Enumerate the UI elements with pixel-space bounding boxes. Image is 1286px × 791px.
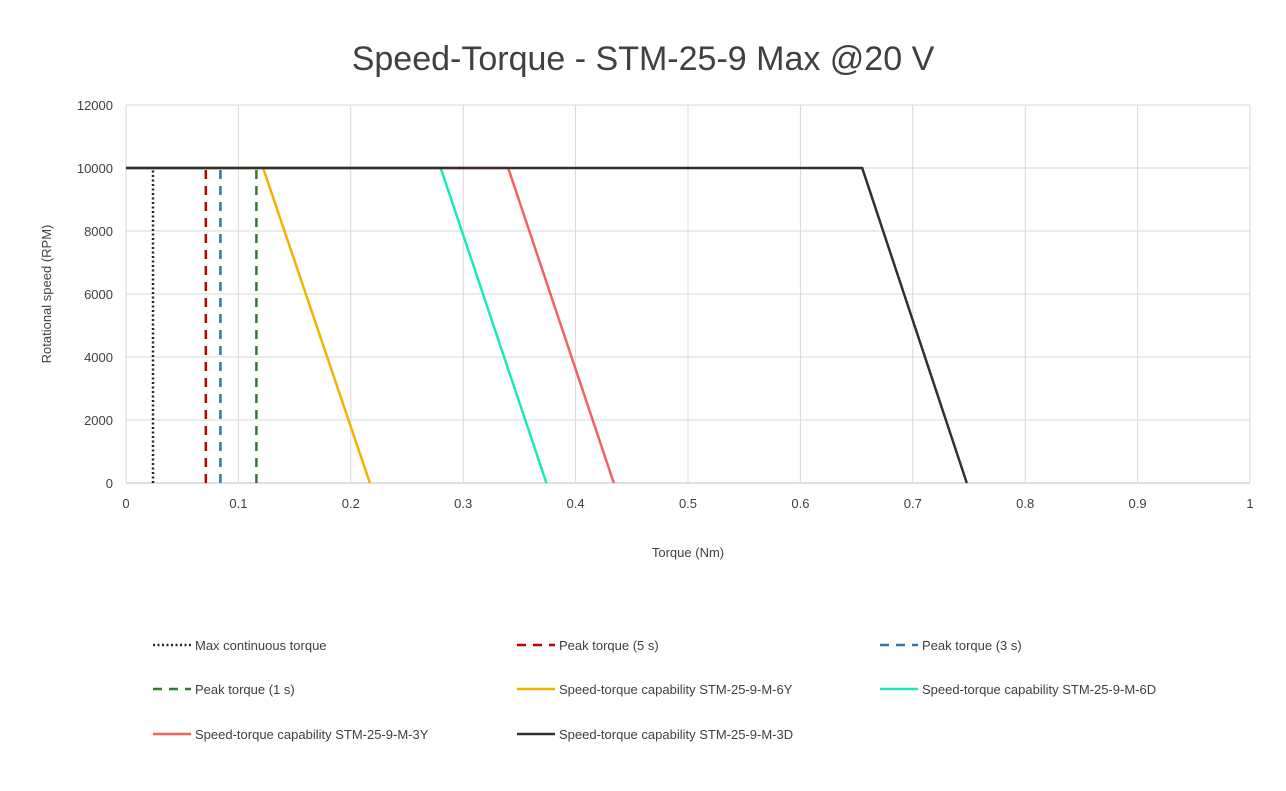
x-tick-label: 0.2 (342, 496, 360, 511)
x-tick-label: 0.4 (567, 496, 585, 511)
legend-label: Peak torque (3 s) (922, 638, 1022, 653)
y-tick-label: 4000 (84, 350, 113, 365)
x-tick-label: 0.9 (1129, 496, 1147, 511)
y-tick-label: 8000 (84, 224, 113, 239)
legend-label: Peak torque (1 s) (195, 682, 295, 697)
legend-label: Speed-torque capability STM-25-9-M-6Y (559, 682, 793, 697)
y-tick-label: 6000 (84, 287, 113, 302)
y-tick-label: 2000 (84, 413, 113, 428)
legend-label: Speed-torque capability STM-25-9-M-3Y (195, 727, 429, 742)
x-tick-label: 0.8 (1016, 496, 1034, 511)
x-tick-label: 0.3 (454, 496, 472, 511)
series-line-7 (126, 166, 615, 484)
x-tick-label: 0.6 (791, 496, 809, 511)
x-tick-label: 0.5 (679, 496, 697, 511)
y-tick-label: 0 (106, 476, 113, 491)
x-axis-title: Torque (Nm) (652, 545, 724, 560)
y-axis-title: Rotational speed (RPM) (39, 225, 54, 364)
x-tick-label: 0.7 (904, 496, 922, 511)
legend-label: Speed-torque capability STM-25-9-M-3D (559, 727, 793, 742)
x-tick-label: 0.1 (229, 496, 247, 511)
y-tick-label: 10000 (77, 161, 113, 176)
legend-label: Max continuous torque (195, 638, 327, 653)
chart-title: Speed-Torque - STM-25-9 Max @20 V (352, 40, 935, 78)
x-tick-label: 0 (122, 496, 129, 511)
plot-series (126, 166, 968, 484)
series-line-5 (126, 166, 372, 484)
y-tick-label: 12000 (77, 98, 113, 113)
y-axis-ticks: 0 2000 4000 6000 8000 10000 12000 (77, 98, 113, 491)
series-line-8 (126, 166, 968, 484)
grid-lines (125, 104, 1251, 484)
legend-label: Peak torque (5 s) (559, 638, 659, 653)
legend: Max continuous torque Peak torque (5 s) Pe… (153, 638, 1156, 742)
legend-label: Speed-torque capability STM-25-9-M-6D (922, 682, 1156, 697)
series-line-6 (126, 166, 548, 484)
x-axis-ticks: 0 0.1 0.2 0.3 0.4 0.5 0.6 0.7 0.8 0.9 1 (122, 496, 1253, 511)
x-tick-label: 1 (1246, 496, 1253, 511)
